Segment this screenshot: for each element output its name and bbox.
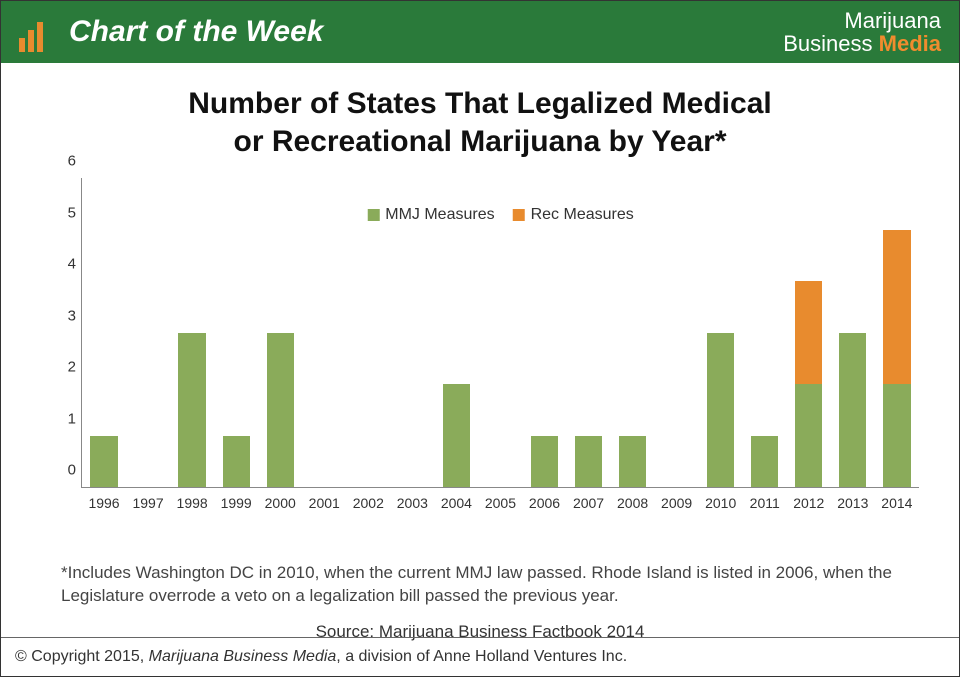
bar-slot: 1996 bbox=[82, 178, 126, 487]
bar-stack bbox=[883, 230, 910, 488]
bar-slot: 2010 bbox=[699, 178, 743, 487]
bar-slot: 2008 bbox=[611, 178, 655, 487]
bar-stack bbox=[839, 333, 866, 488]
plot-region: MMJ Measures Rec Measures 19961997199819… bbox=[81, 178, 919, 488]
bar-segment-mmj bbox=[178, 333, 205, 488]
bar-slot: 2000 bbox=[258, 178, 302, 487]
xtick-label: 1997 bbox=[132, 495, 163, 511]
bar-stack bbox=[751, 436, 778, 488]
bar-segment-rec bbox=[883, 230, 910, 385]
bar-slot: 2014 bbox=[875, 178, 919, 487]
bar-stack bbox=[795, 281, 822, 487]
bar-segment-mmj bbox=[839, 333, 866, 488]
xtick-label: 2014 bbox=[881, 495, 912, 511]
xtick-label: 2004 bbox=[441, 495, 472, 511]
source-line: Source: Marijuana Business Factbook 2014 bbox=[1, 622, 959, 642]
xtick-label: 2008 bbox=[617, 495, 648, 511]
ytick-label: 6 bbox=[56, 153, 76, 170]
xtick-label: 2013 bbox=[837, 495, 868, 511]
ytick-label: 1 bbox=[56, 410, 76, 427]
chart-title: Number of States That Legalized Medical … bbox=[1, 85, 959, 160]
bar-slot: 2007 bbox=[567, 178, 611, 487]
bar-segment-mmj bbox=[795, 384, 822, 487]
bar-slot: 2001 bbox=[302, 178, 346, 487]
chart-logo-icon bbox=[19, 12, 59, 52]
bar-slot: 2012 bbox=[787, 178, 831, 487]
xtick-label: 2000 bbox=[265, 495, 296, 511]
bar-segment-mmj bbox=[267, 333, 294, 488]
copyright: © Copyright 2015, Marijuana Business Med… bbox=[15, 648, 627, 666]
bar-slot: 1998 bbox=[170, 178, 214, 487]
ytick-label: 2 bbox=[56, 359, 76, 376]
bar-slot: 2009 bbox=[655, 178, 699, 487]
bar-slot: 1999 bbox=[214, 178, 258, 487]
bar-slot: 2005 bbox=[478, 178, 522, 487]
xtick-label: 2007 bbox=[573, 495, 604, 511]
bar-slot: 2006 bbox=[522, 178, 566, 487]
bar-stack bbox=[90, 436, 117, 488]
copyright-brand: Marijuana Business Media bbox=[149, 648, 337, 665]
xtick-label: 1999 bbox=[221, 495, 252, 511]
ytick-label: 3 bbox=[56, 307, 76, 324]
bar-segment-mmj bbox=[223, 436, 250, 488]
bar-stack bbox=[575, 436, 602, 488]
copyright-suffix: , a division of Anne Holland Ventures In… bbox=[336, 648, 627, 665]
xtick-label: 2001 bbox=[309, 495, 340, 511]
ytick-label: 0 bbox=[56, 462, 76, 479]
xtick-label: 2010 bbox=[705, 495, 736, 511]
bar-stack bbox=[178, 333, 205, 488]
xtick-label: 2002 bbox=[353, 495, 384, 511]
bar-segment-mmj bbox=[90, 436, 117, 488]
bar-slot: 2013 bbox=[831, 178, 875, 487]
xtick-label: 2012 bbox=[793, 495, 824, 511]
bar-segment-mmj bbox=[531, 436, 558, 488]
chart-area: MMJ Measures Rec Measures 19961997199819… bbox=[51, 178, 929, 518]
bar-stack bbox=[707, 333, 734, 488]
bar-stack bbox=[443, 384, 470, 487]
ytick-label: 4 bbox=[56, 256, 76, 273]
bar-segment-mmj bbox=[443, 384, 470, 487]
bar-segment-rec bbox=[795, 281, 822, 384]
brand-business: Business bbox=[783, 31, 878, 56]
bar-slot: 1997 bbox=[126, 178, 170, 487]
xtick-label: 1998 bbox=[177, 495, 208, 511]
xtick-label: 2011 bbox=[750, 495, 780, 511]
xtick-label: 2005 bbox=[485, 495, 516, 511]
xtick-label: 2003 bbox=[397, 495, 428, 511]
copyright-prefix: © Copyright 2015, bbox=[15, 648, 149, 665]
bar-segment-mmj bbox=[575, 436, 602, 488]
header-bar: Chart of the Week Marijuana Business Med… bbox=[1, 1, 959, 63]
bar-segment-mmj bbox=[707, 333, 734, 488]
chart-title-line1: Number of States That Legalized Medical bbox=[188, 87, 771, 120]
footer-divider bbox=[1, 637, 959, 638]
bar-segment-mmj bbox=[883, 384, 910, 487]
bar-segment-mmj bbox=[751, 436, 778, 488]
brand-block: Marijuana Business Media bbox=[783, 9, 941, 55]
bar-stack bbox=[267, 333, 294, 488]
bar-stack bbox=[619, 436, 646, 488]
brand-line2: Business Media bbox=[783, 32, 941, 55]
bar-segment-mmj bbox=[619, 436, 646, 488]
bar-stack bbox=[531, 436, 558, 488]
bar-slot: 2004 bbox=[434, 178, 478, 487]
xtick-label: 2006 bbox=[529, 495, 560, 511]
bar-slot: 2003 bbox=[390, 178, 434, 487]
ytick-label: 5 bbox=[56, 204, 76, 221]
bars-container: 1996199719981999200020012002200320042005… bbox=[82, 178, 919, 487]
brand-media: Media bbox=[879, 31, 941, 56]
bar-stack bbox=[223, 436, 250, 488]
footnote: *Includes Washington DC in 2010, when th… bbox=[61, 562, 899, 608]
header-left: Chart of the Week bbox=[19, 12, 324, 52]
bar-slot: 2011 bbox=[743, 178, 787, 487]
brand-line1: Marijuana bbox=[783, 9, 941, 32]
header-title: Chart of the Week bbox=[69, 15, 324, 49]
xtick-label: 1996 bbox=[88, 495, 119, 511]
chart-title-line2: or Recreational Marijuana by Year* bbox=[234, 125, 727, 158]
xtick-label: 2009 bbox=[661, 495, 692, 511]
bar-slot: 2002 bbox=[346, 178, 390, 487]
